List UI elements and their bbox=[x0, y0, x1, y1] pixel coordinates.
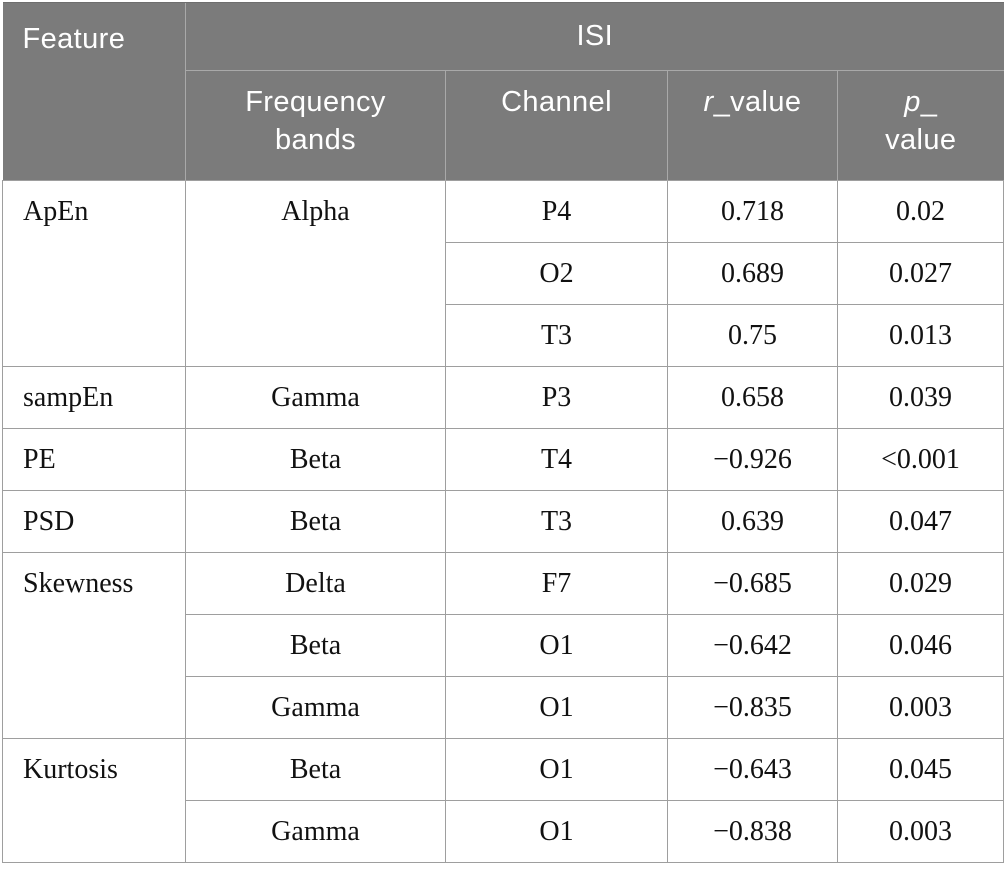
r-value-label: r_value bbox=[703, 86, 802, 118]
frequency-band-cell: Alpha bbox=[185, 180, 446, 367]
frequency-band-cell: Gamma bbox=[185, 800, 446, 863]
table-row: PE Beta T4 −0.926 <0.001 bbox=[2, 428, 1005, 491]
column-header-isi: ISI bbox=[184, 2, 1004, 71]
table-row: Kurtosis Beta O1 −0.643 0.045 bbox=[2, 738, 1005, 863]
table-row: Gamma O1 −0.838 0.003 bbox=[3, 800, 1005, 863]
frequency-band-cell: Delta bbox=[185, 552, 446, 615]
r-value-cell: −0.835 bbox=[667, 676, 838, 739]
r-value-cell: 0.658 bbox=[667, 366, 838, 429]
correlation-table: Feature ISI Frequency bands Channel r_va… bbox=[2, 2, 1005, 863]
frequency-band-cell: Beta bbox=[185, 428, 446, 491]
column-header-channel: Channel bbox=[445, 70, 668, 181]
table-row: ApEn Alpha P4 0.718 0.02 bbox=[2, 180, 1005, 367]
column-header-r-value: r_value bbox=[667, 70, 838, 181]
p-value-cell: 0.003 bbox=[836, 676, 1005, 739]
channel-cell: T3 bbox=[445, 304, 668, 367]
p-value-cell: 0.039 bbox=[836, 366, 1005, 429]
r-value-cell: −0.838 bbox=[667, 800, 838, 863]
column-header-feature: Feature bbox=[2, 2, 186, 181]
r-value-cell: 0.718 bbox=[667, 180, 838, 243]
channel-cell: F7 bbox=[445, 552, 668, 615]
header-row-top: Feature ISI bbox=[2, 2, 1004, 181]
r-value-cell: 0.639 bbox=[667, 490, 838, 553]
table-row: Gamma O1 −0.835 0.003 bbox=[3, 676, 1005, 739]
frequency-bands-label: Frequency bands bbox=[245, 86, 386, 156]
table-row: Beta O1 −0.642 0.046 bbox=[3, 614, 1005, 677]
frequency-band-cell: Gamma bbox=[185, 676, 446, 739]
channel-cell: O2 bbox=[445, 242, 668, 305]
p-value-cell: 0.045 bbox=[836, 738, 1005, 801]
channel-cell: T3 bbox=[445, 490, 668, 553]
column-header-frequency-bands: Frequency bands bbox=[185, 70, 446, 181]
frequency-band-cell: Beta bbox=[185, 614, 446, 677]
r-value-cell: 0.75 bbox=[667, 304, 838, 367]
channel-cell: O1 bbox=[445, 738, 668, 801]
column-header-p-value: p_ value bbox=[836, 70, 1004, 181]
table-header: Feature ISI Frequency bands Channel r_va… bbox=[2, 2, 1004, 181]
frequency-band-cell: Gamma bbox=[185, 366, 446, 429]
table-row: T3 0.75 0.013 bbox=[3, 304, 1005, 367]
channel-cell: P3 bbox=[445, 366, 668, 429]
r-value-cell: −0.642 bbox=[667, 614, 838, 677]
table-row: sampEn Gamma P3 0.658 0.039 bbox=[2, 366, 1005, 429]
p-value-cell: 0.02 bbox=[836, 180, 1005, 243]
p-value-label: p_ value bbox=[885, 86, 957, 156]
channel-cell: O1 bbox=[445, 614, 668, 677]
p-value-cell: 0.003 bbox=[836, 800, 1005, 863]
table-row: Skewness Delta F7 −0.685 0.029 bbox=[2, 552, 1005, 739]
p-value-cell: <0.001 bbox=[836, 428, 1005, 491]
feature-cell: PE bbox=[2, 428, 186, 491]
p-value-cell: 0.029 bbox=[836, 552, 1005, 615]
p-value-cell: 0.047 bbox=[836, 490, 1005, 553]
r-value-cell: −0.685 bbox=[667, 552, 838, 615]
channel-cell: T4 bbox=[445, 428, 668, 491]
feature-cell: Kurtosis bbox=[2, 738, 186, 863]
frequency-band-cell: Beta bbox=[185, 490, 446, 553]
r-value-cell: 0.689 bbox=[667, 242, 838, 305]
table-row: PSD Beta T3 0.639 0.047 bbox=[2, 490, 1005, 553]
table-body: ApEn Alpha P4 0.718 0.02 O2 0.689 0.027 … bbox=[2, 180, 1005, 863]
feature-cell: Skewness bbox=[2, 552, 186, 739]
feature-cell: sampEn bbox=[2, 366, 186, 429]
feature-cell: ApEn bbox=[2, 180, 186, 367]
channel-cell: O1 bbox=[445, 800, 668, 863]
p-value-cell: 0.027 bbox=[836, 242, 1005, 305]
header-row-sub: Frequency bands Channel r_value p_ value bbox=[3, 70, 1004, 181]
r-value-cell: −0.643 bbox=[667, 738, 838, 801]
feature-cell: PSD bbox=[2, 490, 186, 553]
channel-cell: O1 bbox=[445, 676, 668, 739]
r-value-cell: −0.926 bbox=[667, 428, 838, 491]
table-row: O2 0.689 0.027 bbox=[3, 242, 1005, 305]
channel-label: Channel bbox=[501, 86, 612, 118]
p-value-cell: 0.046 bbox=[836, 614, 1005, 677]
p-value-cell: 0.013 bbox=[836, 304, 1005, 367]
frequency-band-cell: Beta bbox=[185, 738, 446, 801]
channel-cell: P4 bbox=[445, 180, 668, 243]
